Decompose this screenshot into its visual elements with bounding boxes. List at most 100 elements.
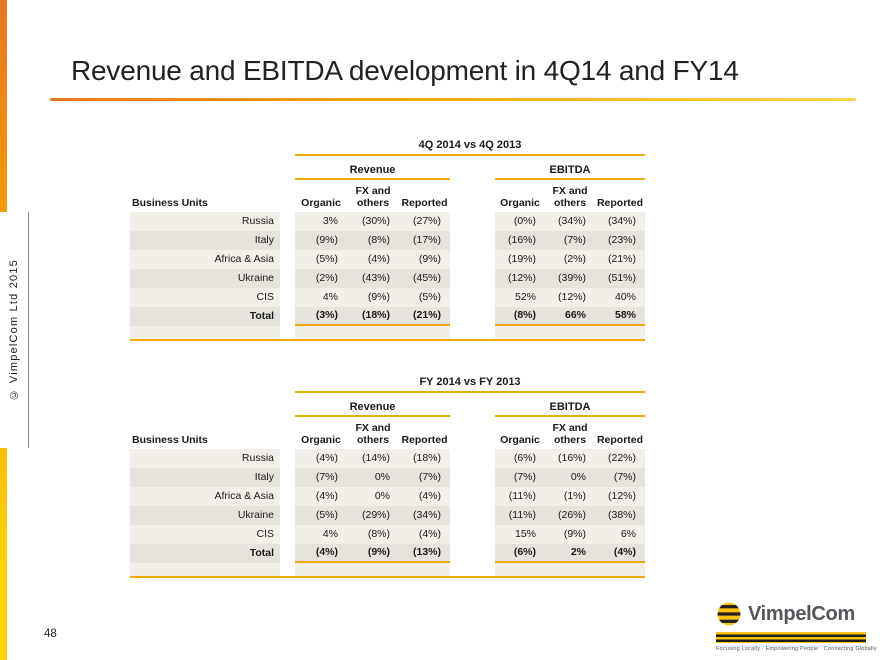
table-bottom-rule bbox=[130, 576, 645, 578]
business-unit-label: Ukraine bbox=[130, 506, 280, 525]
value-cell: (38%) bbox=[595, 506, 645, 525]
group-header-revenue: Revenue bbox=[295, 400, 450, 417]
column-header-reported: Reported bbox=[596, 433, 644, 446]
column-header-fx-and-others: FX and others bbox=[552, 421, 588, 446]
value-cell: 52% bbox=[495, 288, 545, 307]
value-cell: 0% bbox=[347, 487, 399, 506]
value-cell: 0% bbox=[347, 468, 399, 487]
business-unit-label: CIS bbox=[130, 288, 280, 307]
value-cell: (51%) bbox=[595, 269, 645, 288]
group-header-ebitda: EBITDA bbox=[495, 163, 645, 180]
value-cell: (45%) bbox=[399, 269, 450, 288]
logo-stripe-bar bbox=[716, 632, 866, 643]
value-cell: (7%) bbox=[399, 468, 450, 487]
value-cell: (7%) bbox=[495, 468, 545, 487]
value-cell: (17%) bbox=[399, 231, 450, 250]
value-cell: (16%) bbox=[495, 231, 545, 250]
value-cell: (7%) bbox=[295, 468, 347, 487]
value-cell: (9%) bbox=[347, 288, 399, 307]
value-cell: (4%) bbox=[399, 487, 450, 506]
value-cell: (5%) bbox=[295, 250, 347, 269]
value-cell: 15% bbox=[495, 525, 545, 544]
vimpelcom-logo: VimpelCom Focusing Locally · Empowering … bbox=[716, 601, 877, 652]
column-header-business-units: Business Units bbox=[132, 197, 208, 209]
group-header-revenue: Revenue bbox=[295, 163, 450, 180]
value-cell: (21%) bbox=[595, 250, 645, 269]
value-cell: 6% bbox=[595, 525, 645, 544]
business-unit-label: Africa & Asia bbox=[130, 250, 280, 269]
value-cell: 2% bbox=[545, 544, 595, 563]
copyright-sidebar: © VimpelCom Ltd 2015 bbox=[0, 212, 29, 448]
business-unit-label: CIS bbox=[130, 525, 280, 544]
value-cell: (8%) bbox=[347, 525, 399, 544]
column-header-fx-and-others: FX and others bbox=[552, 184, 588, 209]
value-cell: (26%) bbox=[545, 506, 595, 525]
vimpelcom-bee-icon bbox=[717, 602, 741, 626]
value-cell: 4% bbox=[295, 525, 347, 544]
table-bottom-rule bbox=[130, 339, 645, 341]
value-cell: (30%) bbox=[347, 212, 399, 231]
value-cell: (5%) bbox=[295, 506, 347, 525]
value-cell: (8%) bbox=[495, 307, 545, 326]
column-header-reported: Reported bbox=[596, 196, 644, 209]
value-cell: (21%) bbox=[399, 307, 450, 326]
value-cell: (0%) bbox=[495, 212, 545, 231]
business-unit-label: Russia bbox=[130, 449, 280, 468]
spacer bbox=[130, 393, 645, 400]
value-cell: (4%) bbox=[295, 449, 347, 468]
column-header-fx-and-others: FX and others bbox=[355, 421, 391, 446]
value-cell: (4%) bbox=[295, 544, 347, 563]
value-cell: (2%) bbox=[545, 250, 595, 269]
value-cell: (9%) bbox=[295, 231, 347, 250]
value-cell: (4%) bbox=[399, 525, 450, 544]
table-title: FY 2014 vs FY 2013 bbox=[295, 376, 645, 393]
value-cell: (7%) bbox=[545, 231, 595, 250]
value-cell: 58% bbox=[595, 307, 645, 326]
value-cell: (43%) bbox=[347, 269, 399, 288]
value-cell: (9%) bbox=[347, 544, 399, 563]
value-cell: 40% bbox=[595, 288, 645, 307]
business-unit-label: Africa & Asia bbox=[130, 487, 280, 506]
value-cell: 66% bbox=[545, 307, 595, 326]
value-cell: (23%) bbox=[595, 231, 645, 250]
value-cell: (22%) bbox=[595, 449, 645, 468]
table-fy-comparison: FY 2014 vs FY 2013 Revenue EBITDA Busine… bbox=[130, 376, 645, 578]
value-cell: (1%) bbox=[545, 487, 595, 506]
value-cell: (19%) bbox=[495, 250, 545, 269]
value-cell: (12%) bbox=[595, 487, 645, 506]
value-cell: (2%) bbox=[295, 269, 347, 288]
page-title: Revenue and EBITDA development in 4Q14 a… bbox=[71, 54, 739, 86]
group-header-ebitda: EBITDA bbox=[495, 400, 645, 417]
value-cell: (16%) bbox=[545, 449, 595, 468]
business-unit-label: Italy bbox=[130, 231, 280, 250]
value-cell: (13%) bbox=[399, 544, 450, 563]
value-cell: 0% bbox=[545, 468, 595, 487]
business-unit-label: Italy bbox=[130, 468, 280, 487]
value-cell: (4%) bbox=[347, 250, 399, 269]
spacer bbox=[130, 156, 645, 163]
value-cell: (34%) bbox=[545, 212, 595, 231]
value-cell: (5%) bbox=[399, 288, 450, 307]
value-cell: (18%) bbox=[399, 449, 450, 468]
title-divider bbox=[50, 98, 856, 101]
value-cell: (11%) bbox=[495, 506, 545, 525]
value-cell: (6%) bbox=[495, 544, 545, 563]
value-cell: (6%) bbox=[495, 449, 545, 468]
value-cell: (11%) bbox=[495, 487, 545, 506]
value-cell: (27%) bbox=[399, 212, 450, 231]
copyright-text: © VimpelCom Ltd 2015 bbox=[8, 259, 20, 401]
column-header-fx-and-others: FX and others bbox=[355, 184, 391, 209]
value-cell: (4%) bbox=[295, 487, 347, 506]
value-cell: (12%) bbox=[495, 269, 545, 288]
value-cell: (9%) bbox=[545, 525, 595, 544]
value-cell: 4% bbox=[295, 288, 347, 307]
business-unit-label: Russia bbox=[130, 212, 280, 231]
value-cell: (7%) bbox=[595, 468, 645, 487]
business-unit-label: Ukraine bbox=[130, 269, 280, 288]
column-header-business-units: Business Units bbox=[132, 434, 208, 446]
value-cell: (14%) bbox=[347, 449, 399, 468]
value-cell: (18%) bbox=[347, 307, 399, 326]
column-header-organic: Organic bbox=[301, 196, 341, 209]
table-4q-comparison: 4Q 2014 vs 4Q 2013 Revenue EBITDA Busine… bbox=[130, 139, 645, 341]
value-cell: 3% bbox=[295, 212, 347, 231]
